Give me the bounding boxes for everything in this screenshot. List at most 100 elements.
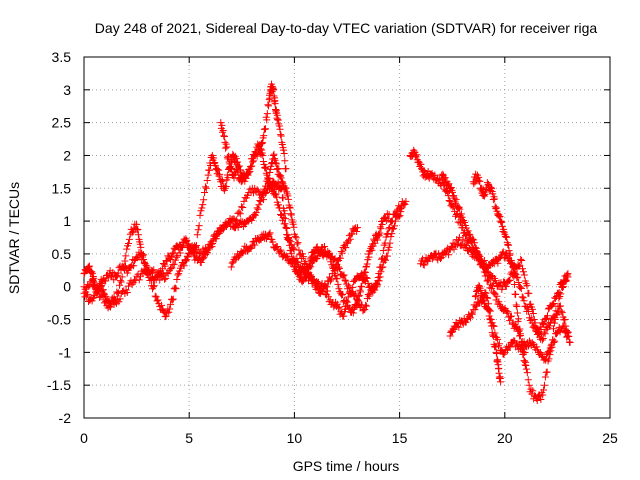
data-point <box>449 188 457 196</box>
data-point <box>124 240 132 248</box>
data-point <box>358 270 366 278</box>
data-point <box>527 385 535 393</box>
data-point <box>221 138 229 146</box>
data-point <box>446 332 454 340</box>
x-tick-label: 10 <box>287 430 303 446</box>
data-point <box>504 346 512 354</box>
data-point <box>259 158 267 166</box>
data-point <box>272 190 280 198</box>
data-point <box>515 262 523 270</box>
data-point <box>553 310 561 318</box>
data-point <box>335 303 343 311</box>
data-point <box>270 86 278 94</box>
data-point <box>282 252 290 260</box>
data-point <box>284 195 292 203</box>
data-point <box>488 185 496 193</box>
data-point <box>487 319 495 327</box>
data-point <box>287 210 295 218</box>
data-point <box>194 226 202 234</box>
data-point <box>361 268 369 276</box>
data-point <box>234 168 242 176</box>
data-point <box>276 125 284 133</box>
data-point <box>493 292 501 300</box>
data-point <box>455 237 463 245</box>
data-point <box>371 286 379 294</box>
data-point <box>289 259 297 267</box>
data-point <box>389 225 397 233</box>
data-point <box>557 307 565 315</box>
data-point <box>357 271 365 279</box>
data-point <box>476 255 484 263</box>
data-point <box>121 257 129 265</box>
data-point <box>516 261 524 269</box>
data-point <box>552 330 560 338</box>
data-point <box>515 278 523 286</box>
data-point <box>545 355 553 363</box>
y-tick-label: 1.5 <box>52 180 72 196</box>
data-point <box>386 239 394 247</box>
data-point <box>500 225 508 233</box>
data-point <box>397 208 405 216</box>
data-point <box>525 289 533 297</box>
data-point <box>234 158 242 166</box>
data-point <box>388 230 396 238</box>
data-point <box>253 152 261 160</box>
data-point <box>399 201 407 209</box>
data-point <box>506 251 514 259</box>
data-point <box>349 283 357 291</box>
data-point <box>133 220 141 228</box>
data-point <box>529 323 537 331</box>
data-point <box>533 328 541 336</box>
data-point <box>180 262 188 270</box>
data-point <box>90 278 98 286</box>
data-point <box>470 236 478 244</box>
data-point <box>338 291 346 299</box>
data-point <box>351 292 359 300</box>
data-point <box>520 297 528 305</box>
data-point <box>143 263 151 271</box>
data-point <box>537 395 545 403</box>
data-point <box>521 361 529 369</box>
data-point <box>546 351 554 359</box>
data-point <box>136 240 144 248</box>
data-point <box>476 177 484 185</box>
data-point <box>447 185 455 193</box>
x-tick-label: 5 <box>185 430 193 446</box>
data-point <box>170 260 178 268</box>
data-point <box>277 132 285 140</box>
data-point <box>137 250 145 258</box>
data-point <box>335 285 343 293</box>
data-point <box>338 249 346 257</box>
data-point <box>504 240 512 248</box>
data-point <box>514 273 522 281</box>
data-point <box>99 286 107 294</box>
data-point <box>210 160 218 168</box>
data-point <box>492 204 500 212</box>
data-point <box>375 277 383 285</box>
data-point <box>327 275 335 283</box>
data-point <box>224 174 232 182</box>
data-point <box>520 338 528 346</box>
data-point <box>517 255 525 263</box>
data-point <box>523 282 531 290</box>
data-point <box>381 256 389 264</box>
data-point <box>295 246 303 254</box>
data-point <box>116 295 124 303</box>
data-point <box>476 283 484 291</box>
data-point <box>222 140 230 148</box>
data-point <box>378 264 386 272</box>
data-point <box>278 141 286 149</box>
data-point <box>237 203 245 211</box>
data-point <box>509 338 517 346</box>
x-tick-label: 0 <box>80 430 88 446</box>
chart-title: Day 248 of 2021, Sidereal Day-to-day VTE… <box>95 20 598 36</box>
data-point <box>279 214 287 222</box>
data-point <box>106 303 114 311</box>
data-point <box>134 231 142 239</box>
data-point <box>328 270 336 278</box>
data-point <box>513 309 521 317</box>
data-point <box>122 252 130 260</box>
data-point <box>519 265 527 273</box>
data-point <box>203 248 211 256</box>
data-point <box>425 174 433 182</box>
